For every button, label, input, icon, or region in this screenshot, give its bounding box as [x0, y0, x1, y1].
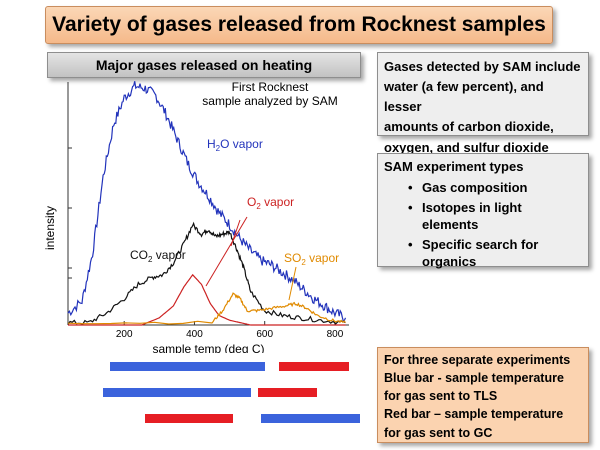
blue-temperature-bar	[110, 362, 265, 371]
chart-subtitle: Major gases released on heating	[47, 52, 361, 78]
page-title: Variety of gases released from Rocknest …	[45, 6, 553, 44]
series-line-h2o	[67, 81, 347, 323]
o2-pointer-line	[230, 219, 241, 247]
note-line: For three separate experiments	[384, 353, 571, 367]
series-label-so2: SO2 vapor	[284, 251, 339, 267]
experiment-types-heading: SAM experiment types	[384, 159, 524, 174]
series-line-o2	[68, 273, 346, 326]
note-line: for gas sent to TLS	[384, 389, 498, 404]
series-label-h2o: H2O vapor	[207, 137, 263, 153]
series-label-co2: CO2 vapor	[130, 248, 186, 264]
so2-pointer-line	[288, 266, 297, 301]
blue-temperature-bar	[261, 414, 360, 423]
series-line-so2	[67, 292, 346, 325]
red-temperature-bar	[257, 388, 318, 397]
x-tick-label: 600	[256, 329, 273, 340]
o2-pointer-line	[205, 216, 248, 287]
y-axis-label: intensity	[43, 206, 57, 250]
series-label-o2: O2 vapor	[247, 195, 294, 211]
red-temperature-bar	[278, 362, 349, 371]
experiment-types-list: Gas composition Isotopes in lightelement…	[384, 179, 582, 271]
note-line: oxygen, and sulfur dioxide	[384, 139, 549, 155]
x-tick-label: 200	[116, 329, 133, 340]
experiment-types-note: SAM experiment types Gas composition Iso…	[377, 153, 589, 269]
chart-annotation: First Rocknest sample analyzed by SAM	[202, 80, 337, 108]
x-tick-label: 800	[327, 329, 344, 340]
note-line: amounts of carbon dioxide,	[384, 119, 554, 135]
red-temperature-bar	[145, 414, 234, 423]
x-axis-label: sample temp (deg C)	[152, 342, 264, 353]
series-line-co2	[67, 221, 346, 325]
note-line: Blue bar - sample temperature	[384, 371, 564, 386]
note-line: Red bar – sample temperature	[384, 407, 564, 422]
blue-temperature-bar	[103, 388, 251, 397]
note-line: for gas sent to GC	[384, 425, 493, 440]
gases-detected-note: Gases detected by SAM include water (a f…	[377, 52, 589, 155]
list-item: Gas composition	[384, 179, 582, 197]
x-tick-label: 400	[186, 329, 203, 340]
note-line: Gases detected by SAM include	[384, 59, 581, 74]
gas-release-chart: 200 400 600 800 sample temp (deg C) intensity…	[43, 80, 349, 353]
experiments-legend-note: For three separate experiments Blue bar …	[377, 347, 589, 443]
note-line: water (a few percent), and lesser	[384, 79, 544, 115]
